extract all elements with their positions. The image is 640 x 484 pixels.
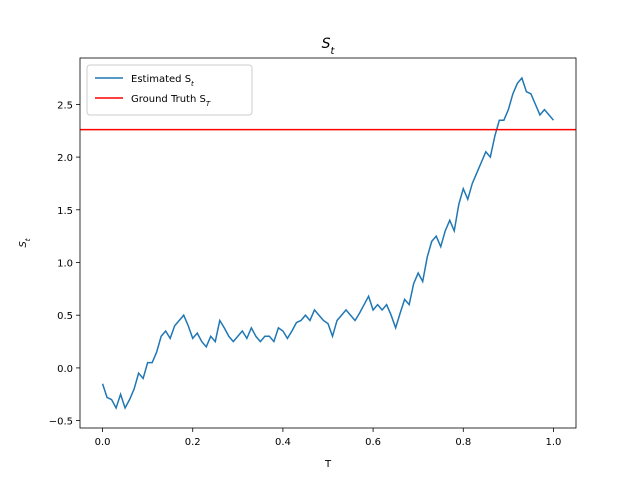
x-tick-label: 0.6 xyxy=(365,437,381,448)
x-tick-label: 1.0 xyxy=(546,437,562,448)
x-tick-label: 0.0 xyxy=(95,437,111,448)
y-tick-label: 0.5 xyxy=(57,311,73,322)
y-tick-label: 2.0 xyxy=(57,153,73,164)
y-tick-label: 0.0 xyxy=(57,364,73,375)
y-tick-label: 2.5 xyxy=(57,100,73,111)
x-axis-label: T xyxy=(324,459,332,470)
y-tick-label: −0.5 xyxy=(49,417,73,428)
x-tick-label: 0.8 xyxy=(455,437,471,448)
legend-box xyxy=(86,64,253,116)
y-tick-label: 1.5 xyxy=(57,206,73,217)
plot-frame xyxy=(79,57,577,429)
chart-title: St xyxy=(322,36,336,57)
y-tick-label: 1.0 xyxy=(57,259,73,270)
x-tick-label: 0.4 xyxy=(275,437,291,448)
legend-label: Ground Truth ST xyxy=(131,94,211,108)
line xyxy=(101,76,555,410)
y-axis-label: St xyxy=(18,238,32,247)
x-tick-label: 0.2 xyxy=(185,437,201,448)
legend-label: Estimated St xyxy=(131,74,194,88)
